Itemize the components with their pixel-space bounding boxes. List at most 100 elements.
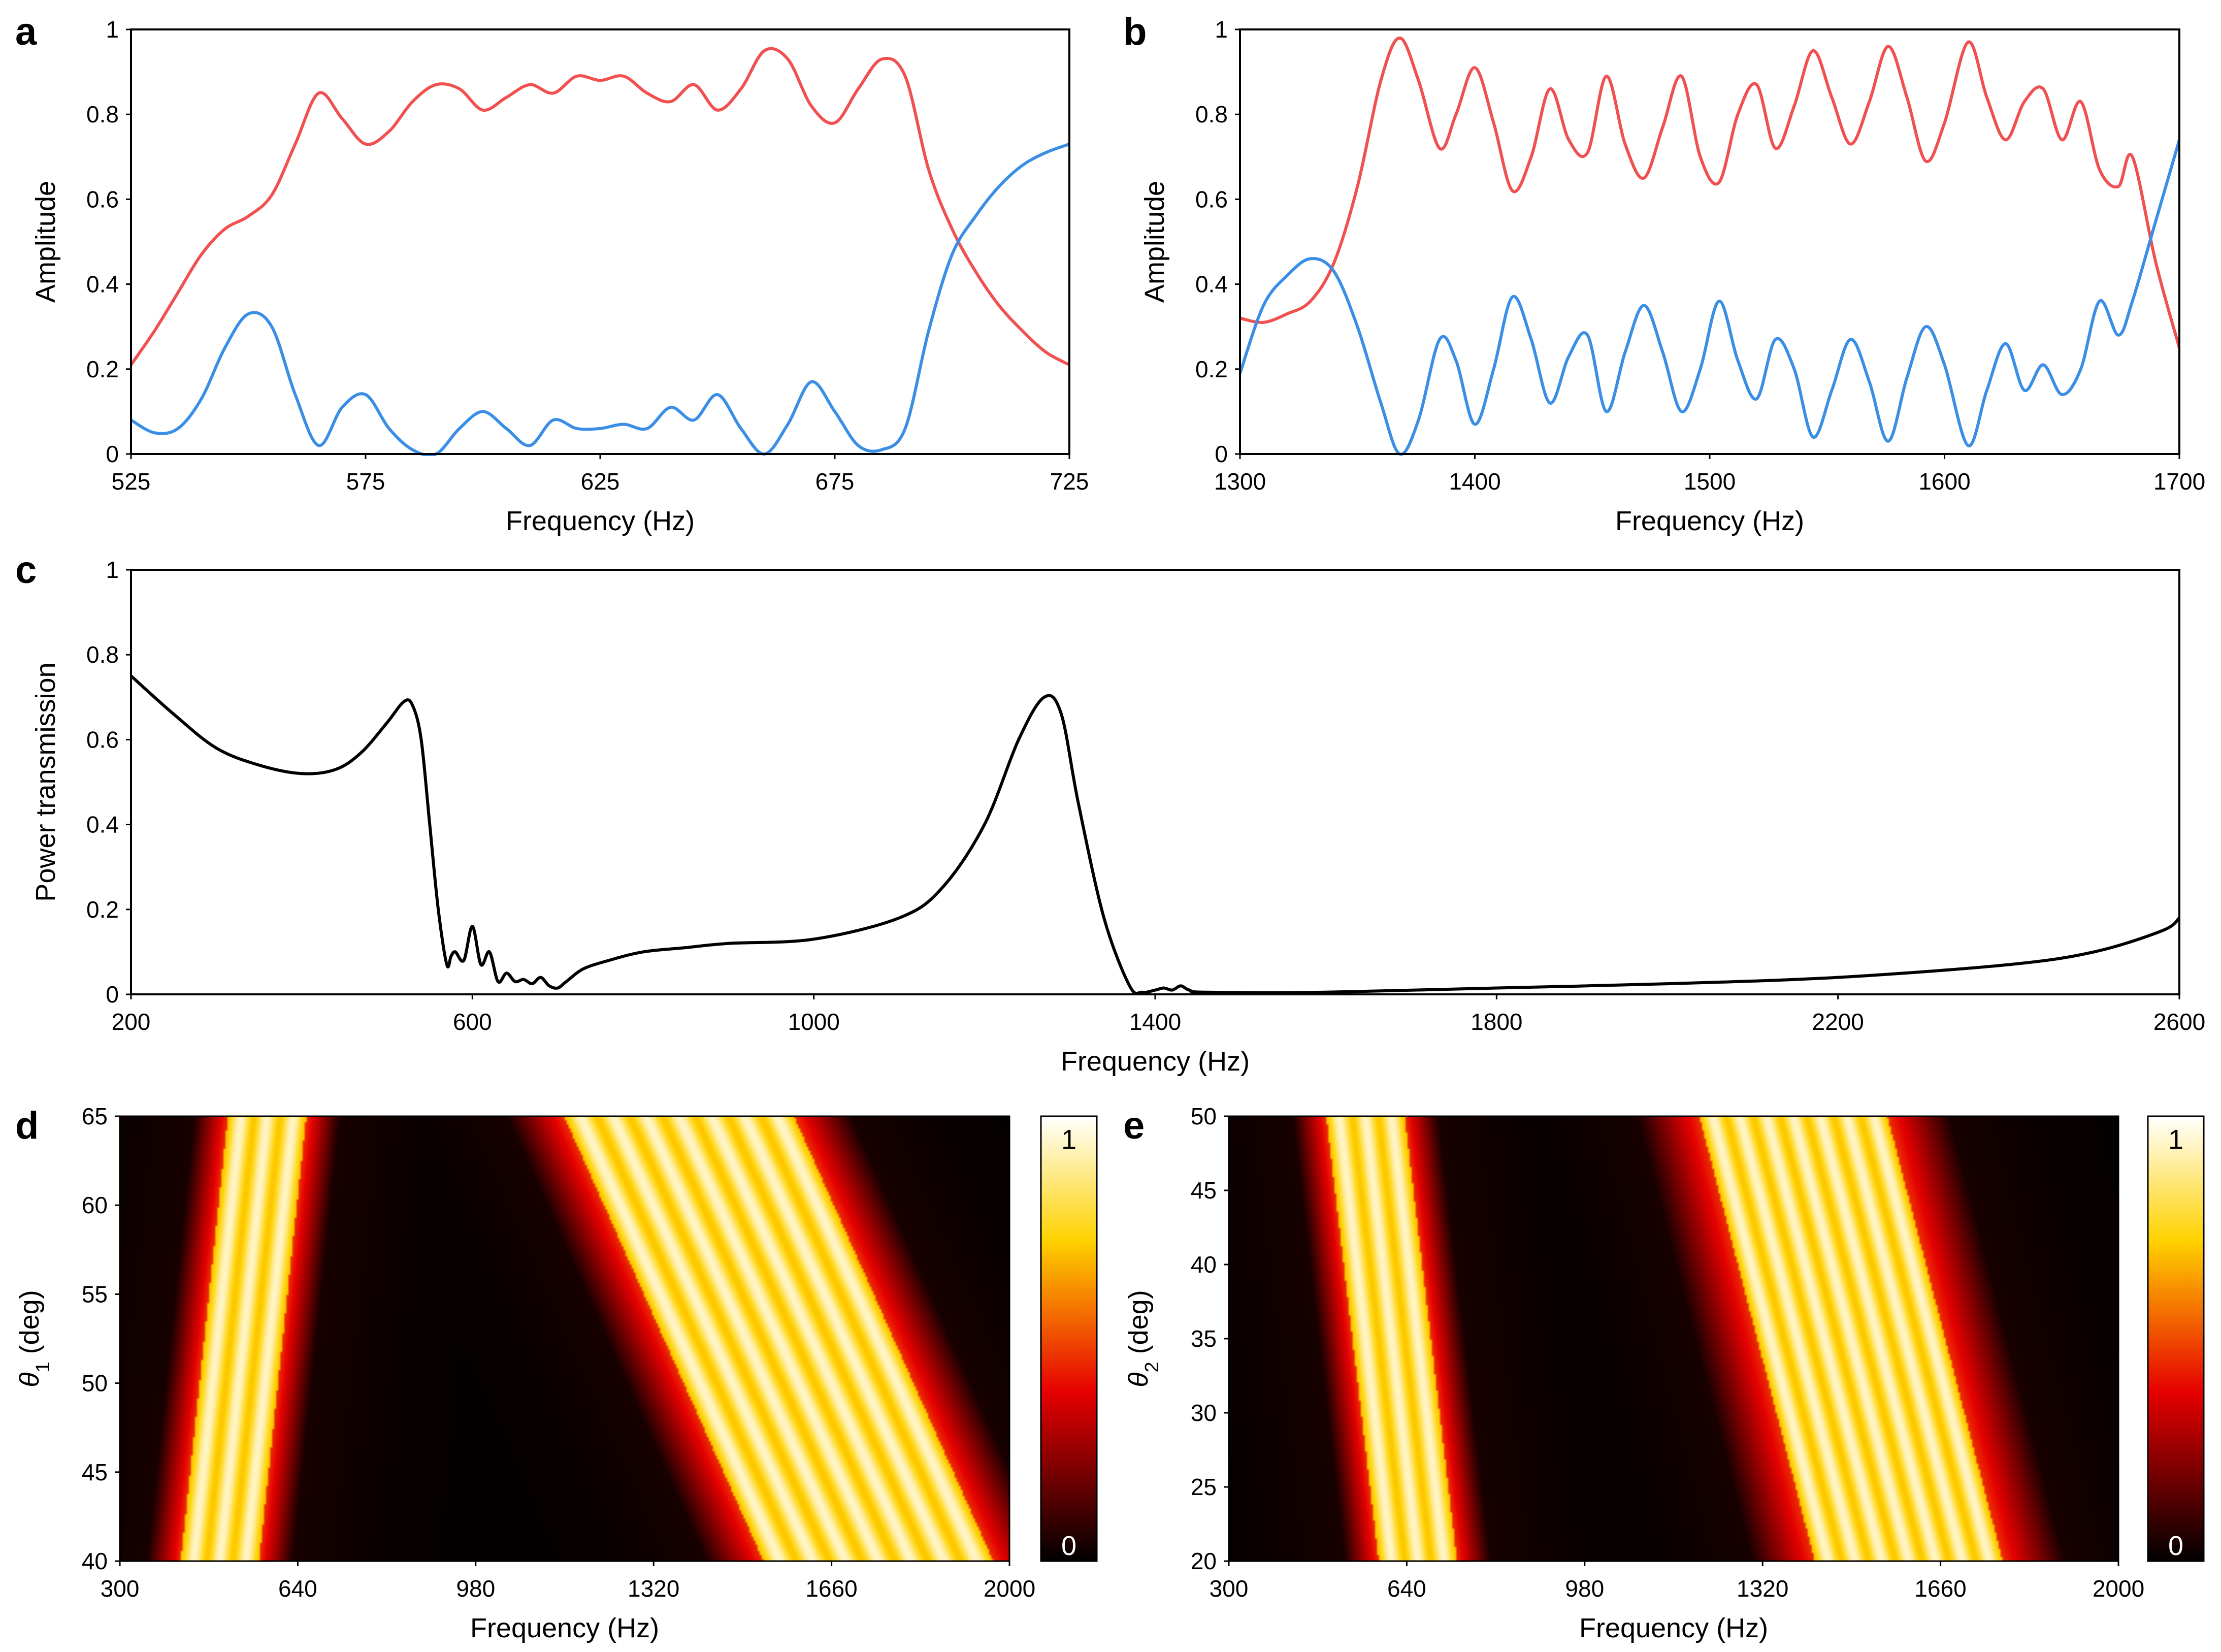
plot-frame-a [130, 28, 1070, 455]
y-tick-label-a: 0.6 [86, 186, 119, 212]
y-tick-label-e: 50 [1191, 1103, 1217, 1129]
panel-a: a 525 575 625 675 725 0 0.2 0.4 0.6 0.8 1 Frequency… [15, 10, 1089, 536]
y-tick-label-e: 35 [1191, 1325, 1217, 1352]
x-tick-label-c: 1400 [1129, 1009, 1181, 1035]
x-tick-label-e: 2000 [2093, 1575, 2144, 1602]
panel-e: e 300 640 980 1320 1660 200020253035404550Fre… [1123, 1103, 2205, 1643]
plot-frame-d [119, 1115, 1010, 1562]
x-tick-label-b: 1300 [1214, 468, 1266, 495]
panel-d: d 300 640 980 1320 1660 2000 40 45 50 55 60 65 Frequ… [14, 1103, 1098, 1643]
x-tick-label-d: 980 [456, 1575, 495, 1602]
series-line-red-a [131, 47, 1069, 367]
y-axis-label-b: Amplitude [1139, 181, 1170, 303]
x-tick-label-d: 1320 [628, 1575, 679, 1602]
x-tick-label-c: 1000 [788, 1009, 839, 1035]
chart-c: 200 600 1000 1400 1800 2200 2600 0 0.2 0.4 0.6 0.8 1… [30, 557, 2205, 1077]
x-axis-label-b: Frequency (Hz) [1615, 506, 1804, 536]
x-tick-label-c: 2200 [1812, 1009, 1864, 1035]
x-tick-label-b: 1700 [2153, 468, 2205, 495]
colorbar-d-max: 1 [1061, 1124, 1076, 1155]
y-tick-label-b: 0 [1215, 441, 1228, 467]
y-tick-label-a: 0.8 [86, 101, 119, 127]
heatmap-image-d [120, 1116, 1009, 1561]
x-tick-label-d: 2000 [984, 1575, 1035, 1602]
y-axis-label-a: Amplitude [30, 181, 61, 303]
colorbar-e-scale [2147, 1115, 2205, 1562]
colorbar-d: 1 0 [1040, 1115, 1098, 1562]
y-tick-label-d: 50 [82, 1370, 108, 1397]
x-tick-label-e: 300 [1210, 1575, 1249, 1602]
heatmap-image-e [1229, 1116, 2118, 1561]
plot-frame-b [1239, 28, 2180, 455]
y-tick-label-b: 0.6 [1195, 186, 1228, 212]
x-tick-label-a: 525 [112, 468, 151, 495]
x-tick-label-c: 200 [112, 1009, 151, 1035]
y-tick-label-c: 0.2 [86, 896, 119, 923]
y-tick-label-d: 45 [82, 1459, 108, 1485]
x-tick-label-c: 1800 [1471, 1009, 1522, 1035]
chart-a: 525 575 625 675 725 0 0.2 0.4 0.6 0.8 1 Frequency (… [30, 16, 1089, 536]
plot-frame-c [130, 569, 2180, 995]
x-tick-label-c: 2600 [2153, 1009, 2205, 1035]
panel-b: b 1300 1400 1500 1600 1700 0 0.2 0.4 0.6 0.8 1 Freq… [1123, 10, 2205, 536]
colorbar-e: 1 0 [2147, 1115, 2205, 1562]
y-tick-label-c: 0.4 [86, 812, 119, 838]
y-tick-label-b: 0.4 [1195, 271, 1228, 298]
y-tick-label-e: 40 [1191, 1251, 1217, 1278]
y-tick-label-c: 0 [106, 981, 119, 1008]
x-tick-label-b: 1600 [1918, 468, 1970, 495]
y-tick-label-e: 20 [1191, 1548, 1217, 1574]
y-axis-label-rest-d: (deg) [14, 1290, 45, 1362]
x-tick-label-b: 1500 [1684, 468, 1736, 495]
x-tick-label-b: 1400 [1449, 468, 1500, 495]
y-tick-label-b: 0.8 [1195, 101, 1228, 127]
y-axis-label-e: θ2 (deg) [1123, 1290, 1163, 1387]
y-tick-label-d: 65 [82, 1103, 108, 1129]
y-axis-label-sub-d: 1 [32, 1362, 54, 1372]
panel-label-a: a [15, 10, 37, 53]
x-tick-label-a: 625 [581, 468, 620, 495]
x-tick-label-a: 675 [815, 468, 855, 495]
x-tick-label-a: 725 [1050, 468, 1089, 495]
y-tick-label-e: 45 [1191, 1177, 1217, 1204]
x-tick-label-d: 1660 [805, 1575, 857, 1602]
colorbar-d-scale [1040, 1115, 1098, 1562]
series-line-red-b [1240, 36, 2179, 348]
y-tick-label-c: 0.6 [86, 726, 119, 753]
x-tick-label-e: 640 [1387, 1575, 1426, 1602]
y-tick-label-b: 0.2 [1195, 356, 1228, 382]
x-axis-label-c: Frequency (Hz) [1061, 1046, 1250, 1077]
series-line-blue-b [1240, 139, 2179, 456]
y-axis-label-c: Power transmission [30, 662, 61, 901]
y-tick-label-a: 1 [106, 16, 119, 43]
y-tick-label-e: 30 [1191, 1400, 1217, 1426]
colorbar-e-max: 1 [2168, 1124, 2183, 1155]
x-tick-label-e: 1660 [1914, 1575, 1966, 1602]
panel-label-b: b [1123, 10, 1147, 53]
x-tick-label-c: 600 [453, 1009, 492, 1035]
y-tick-label-a: 0 [106, 441, 119, 467]
y-tick-label-a: 0.4 [86, 271, 119, 298]
colorbar-e-min: 0 [2168, 1531, 2183, 1561]
panel-label-c: c [15, 548, 37, 592]
chart-e: 300 640 980 1320 1660 2000 20 25 30 35 40 45 50 Frequ… [1123, 1103, 2144, 1643]
panel-label-d: d [15, 1104, 39, 1147]
y-tick-label-a: 0.2 [86, 356, 119, 382]
y-tick-label-e: 25 [1191, 1474, 1217, 1500]
y-axis-label-rest-e: (deg) [1123, 1290, 1154, 1362]
y-tick-label-c: 0.8 [86, 641, 119, 668]
x-axis-label-a: Frequency (Hz) [506, 506, 695, 536]
x-tick-label-d: 300 [101, 1575, 140, 1602]
y-tick-label-d: 55 [82, 1281, 108, 1307]
colorbar-d-min: 0 [1061, 1531, 1076, 1561]
x-tick-label-e: 1320 [1737, 1575, 1788, 1602]
x-tick-label-d: 640 [278, 1575, 317, 1602]
x-tick-label-e: 980 [1565, 1575, 1604, 1602]
chart-b: 1300 1400 1500 1600 1700 0 0.2 0.4 0.6 0.8 1 Freque… [1139, 16, 2205, 536]
x-axis-label-d: Frequency (Hz) [470, 1613, 659, 1643]
y-axis-label-d: θ1 (deg) [14, 1290, 54, 1387]
y-axis-label-symbol-d: θ [14, 1372, 45, 1387]
series-line-transmission-c [131, 674, 2179, 995]
y-axis-label-symbol-e: θ [1123, 1372, 1154, 1387]
